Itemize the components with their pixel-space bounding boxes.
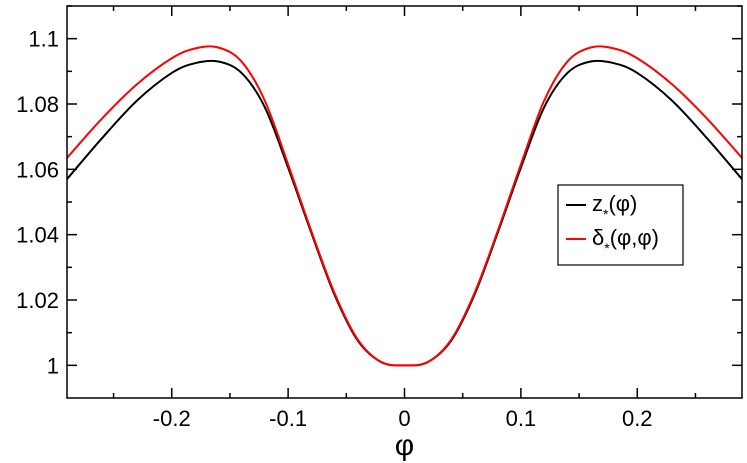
x-tick-label: -0.1	[269, 406, 307, 431]
x-tick-label: 0	[398, 406, 410, 431]
legend: z*(φ)δ*(φ,φ)	[557, 184, 684, 266]
x-axis-title: φ	[395, 429, 414, 462]
series-line-delta-star	[67, 45, 742, 367]
y-tick-label: 1	[47, 353, 59, 378]
x-tick-label: 0.2	[622, 406, 653, 431]
labels-layer: -0.2 -0.1 0 0.1 0.2 1 1.02 1.04 1.06 1.08 1.1	[16, 27, 652, 431]
x-tick-label: 0.1	[506, 406, 537, 431]
y-tick-label: 1.04	[16, 223, 59, 248]
y-tick-label: 1.06	[16, 157, 59, 182]
y-tick-label: 1.02	[16, 288, 59, 313]
series-layer	[67, 45, 742, 367]
legend-label: δ*(φ,φ)	[592, 225, 659, 256]
legend-label: z*(φ)	[592, 191, 637, 222]
y-tick-label: 1.08	[16, 92, 59, 117]
ticks-layer	[67, 5, 742, 398]
legend-box	[557, 184, 684, 266]
x-tick-label: -0.2	[153, 406, 191, 431]
y-tick-label: 1.1	[28, 27, 59, 52]
